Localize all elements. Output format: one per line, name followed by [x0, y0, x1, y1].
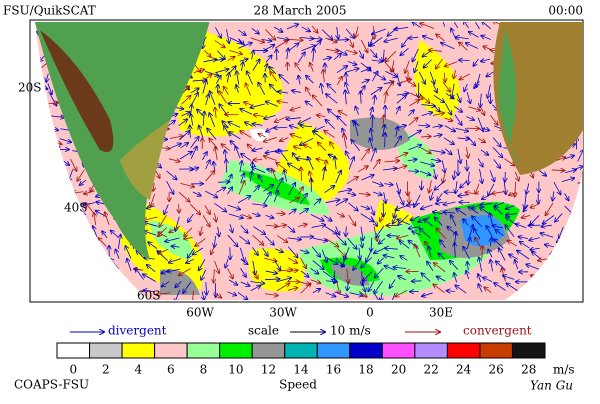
colorbar-cell	[285, 343, 318, 358]
legend-divergent: divergent	[108, 324, 167, 338]
wind-vector	[301, 167, 302, 181]
colorbar-tick-label: 18	[358, 363, 373, 377]
legend-convergent: convergent	[463, 324, 532, 338]
colorbar-cell	[220, 343, 253, 358]
colorbar-tick-label: 2	[102, 363, 110, 377]
colorbar-tick-label: 28	[521, 363, 536, 377]
lat-label: 60S	[137, 289, 161, 303]
colorbar-cell	[122, 343, 155, 358]
colorbar-unit: m/s	[553, 363, 575, 377]
colorbar-tick-label: 26	[489, 363, 504, 377]
wind-vector	[190, 125, 191, 137]
header-right: 00:00	[548, 4, 583, 18]
colorbar-cell	[480, 343, 513, 358]
lon-label: 30E	[429, 306, 453, 320]
legend-scale-value: 10 m/s	[330, 324, 371, 338]
colorbar-cell	[382, 343, 415, 358]
colorbar-cell	[317, 343, 350, 358]
colorbar-cell	[155, 343, 188, 358]
colorbar-cell	[252, 343, 285, 358]
lon-label: 30W	[269, 306, 297, 320]
colorbar-tick-label: 0	[69, 363, 77, 377]
colorbar-cell	[187, 343, 220, 358]
colorbar-cell	[512, 343, 545, 358]
colorbar-tick-label: 22	[423, 363, 438, 377]
wind-vector	[505, 172, 506, 182]
colorbar-cell	[90, 343, 123, 358]
colorbar-cell	[415, 343, 448, 358]
footer-left: COAPS-FSU	[14, 378, 89, 392]
colorbar-tick-label: 10	[228, 363, 243, 377]
header-left: FSU/QuikSCAT	[3, 4, 96, 18]
colorbar-tick-label: 24	[456, 363, 472, 377]
wind-vector	[421, 181, 422, 190]
colorbar-tick-label: 4	[135, 363, 143, 377]
header-center: 28 March 2005	[253, 4, 346, 18]
colorbar-cell	[447, 343, 480, 358]
lon-label: 60W	[186, 306, 214, 320]
colorbar-label: Speed	[279, 378, 317, 392]
footer-right: Yan Gu	[530, 379, 573, 393]
colorbar-tick-label: 12	[261, 363, 276, 377]
lat-label: 20S	[18, 81, 42, 95]
lon-label: 0	[366, 306, 374, 320]
colorbar-tick-label: 20	[391, 363, 406, 377]
colorbar-tick-label: 8	[200, 363, 208, 377]
colorbar-tick-label: 16	[326, 363, 341, 377]
colorbar-cell	[57, 343, 90, 358]
colorbar-tick-label: 14	[293, 363, 309, 377]
legend-scale: scale	[248, 324, 279, 338]
colorbar-tick-label: 6	[167, 363, 175, 377]
lat-label: 40S	[64, 201, 88, 215]
colorbar-cell	[350, 343, 383, 358]
